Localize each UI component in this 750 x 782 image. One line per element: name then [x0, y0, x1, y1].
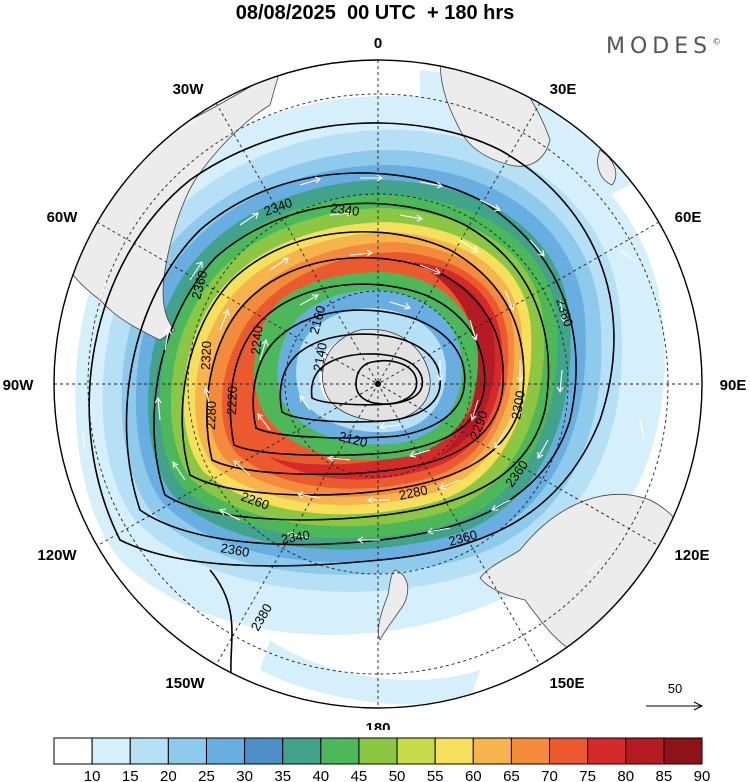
- legend-level-label: 30: [236, 768, 253, 782]
- legend-color-box: [320, 737, 360, 765]
- lon-label-60e: 60E: [675, 209, 702, 226]
- map-title: 08/08/2025 00 UTC + 180 hrs: [235, 2, 515, 24]
- geopotential-contours: [88, 122, 615, 708]
- legend-color-box: [663, 737, 703, 765]
- legend-color-box: [282, 737, 322, 765]
- legend-level-label: 15: [122, 768, 139, 782]
- color-legend: 10 15 20 25 30 35 40 45 50 55 60 65 70 75 80 85 90: [53, 737, 711, 782]
- wind-reference-vector: 50: [646, 681, 704, 711]
- legend-level-label: 80: [617, 768, 634, 782]
- legend-level-label: 45: [351, 768, 368, 782]
- legend-level-label: 25: [198, 768, 215, 782]
- legend-level-label: 50: [389, 768, 406, 782]
- contour-label: 2120: [337, 428, 369, 450]
- contour-label: 2280: [398, 482, 429, 503]
- contour-label: 2320: [198, 341, 214, 370]
- contour-label: 2300: [508, 389, 528, 420]
- legend-level-label: 35: [274, 768, 291, 782]
- landmass-new-zealand: [377, 569, 409, 641]
- contour-label: 2240: [248, 325, 265, 355]
- legend-color-box: [358, 737, 398, 765]
- legend-color-box: [53, 737, 93, 765]
- lon-label-180: 180: [365, 720, 390, 730]
- legend-level-label: 90: [694, 768, 711, 782]
- contour-label: 2360: [447, 527, 479, 549]
- contour-label: 2360: [219, 540, 250, 560]
- legend-color-box: [396, 737, 436, 765]
- wind-vectors: [82, 119, 645, 651]
- legend-color-box: [587, 737, 627, 765]
- legend-level-label: 70: [541, 768, 558, 782]
- legend-level-label: 55: [427, 768, 444, 782]
- legend-level-label: 20: [160, 768, 177, 782]
- legend-color-box: [472, 737, 512, 765]
- legend-level-label: 85: [656, 768, 673, 782]
- legend-level-label: 10: [84, 768, 101, 782]
- lon-label-150e: 150E: [549, 675, 584, 692]
- legend-color-box: [91, 737, 131, 765]
- map-border: [53, 59, 703, 709]
- legend-color-box: [434, 737, 474, 765]
- legend-level-label: 60: [465, 768, 482, 782]
- contour-label: 2340: [280, 527, 311, 547]
- legend-color-box: [205, 737, 246, 765]
- longitude-labels: 0 30E 60E 90E 120E 150E 180 150W 120W 90…: [3, 35, 747, 730]
- landmass-antarctica: [322, 328, 431, 422]
- legend-color-box: [244, 737, 284, 765]
- contour-label: 2160: [306, 304, 328, 336]
- legend-level-label: 40: [312, 768, 329, 782]
- lon-label-90e: 90E: [720, 377, 747, 394]
- brand-name: MODES: [606, 34, 713, 59]
- legend-color-box: [167, 737, 207, 765]
- legend-level-label: 65: [503, 768, 520, 782]
- lon-label-150w: 150W: [165, 675, 205, 692]
- lon-label-120w: 120W: [37, 547, 77, 564]
- contour-label: 2280: [203, 401, 219, 430]
- contour-labels: 2120 2140 2160 2220 2240 2260 2280 2290 …: [188, 195, 576, 634]
- legend-color-box: [129, 737, 169, 765]
- landmass-africa: [439, 60, 551, 167]
- legend-color-box: [510, 737, 551, 765]
- lon-label-0: 0: [374, 35, 382, 52]
- legend-level-label: 75: [579, 768, 596, 782]
- legend-color-box: [625, 737, 665, 765]
- brand-mark: ©: [712, 37, 722, 48]
- contour-label: 2220: [224, 386, 240, 415]
- lon-label-30e: 30E: [550, 81, 577, 98]
- lon-label-120e: 120E: [674, 547, 709, 564]
- reference-vector-label: 50: [668, 681, 682, 696]
- brand-logo: MODES©: [606, 34, 721, 59]
- legend-color-box: [549, 737, 589, 765]
- contour-label: 2360: [188, 269, 210, 301]
- speed-band-85: [430, 272, 496, 456]
- lon-label-60w: 60W: [47, 209, 79, 226]
- lon-label-30w: 30W: [173, 81, 205, 98]
- south-pole-marker: [375, 381, 381, 387]
- contour-label: 2140: [310, 341, 330, 372]
- map-disc: 2120 2140 2160 2220 2240 2260 2280 2290 …: [54, 60, 702, 708]
- contour-label: 2340: [330, 200, 361, 219]
- polar-map: 2120 2140 2160 2220 2240 2260 2280 2290 …: [3, 35, 747, 730]
- lon-label-90w: 90W: [3, 377, 35, 394]
